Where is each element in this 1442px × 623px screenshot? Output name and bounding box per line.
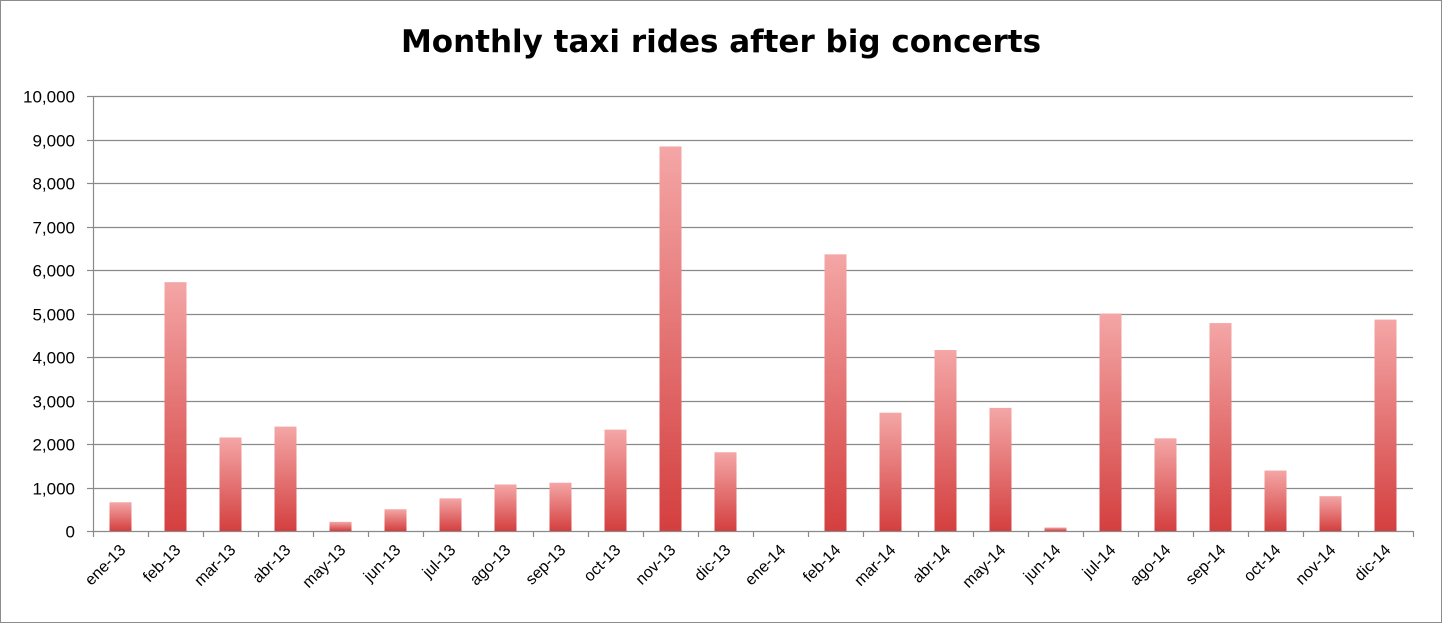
- x-tick-label: oct-14: [1241, 542, 1285, 586]
- x-tick-label: ago-13: [467, 542, 514, 589]
- bar-oct-14: [1264, 470, 1287, 531]
- y-tick-labels: 0 1,000 2,000 3,000 4,000 5,000 6,000 7,000 8,00…: [23, 88, 75, 542]
- x-tick-labels: ene-13 feb-13 mar-13 abr-13 may-13 jun-13 jul-…: [82, 542, 1394, 592]
- x-tick-label: sep-13: [523, 542, 570, 589]
- x-tick-label: jun-13: [360, 542, 404, 586]
- x-tick-label: mar-14: [851, 542, 899, 590]
- bars: [109, 146, 1397, 531]
- bar-ene-13: [109, 502, 132, 531]
- x-tick-label: ago-14: [1127, 542, 1174, 589]
- x-tick-label: abr-13: [250, 542, 295, 587]
- y-tick-label: 3,000: [32, 393, 75, 412]
- y-tick-label: 6,000: [32, 262, 75, 281]
- y-tick-label: 4,000: [32, 349, 75, 368]
- x-tick-label: jul-13: [419, 542, 459, 582]
- x-tick-label: may-14: [960, 542, 1010, 592]
- x-tick-label: jun-14: [1020, 542, 1064, 586]
- bar-abr-13: [274, 426, 297, 531]
- bar-nov-13: [659, 146, 682, 531]
- gridlines: [87, 95, 1413, 533]
- bar-mar-14: [879, 412, 902, 531]
- bar-jun-14: [1044, 527, 1067, 531]
- bar-may-14: [989, 407, 1012, 531]
- y-tick-label: 10,000: [23, 88, 75, 107]
- x-tick-label: feb-14: [800, 542, 844, 586]
- x-tick-label: may-13: [300, 542, 350, 592]
- x-tick-label: dic-14: [1351, 542, 1394, 585]
- bar-jul-14: [1099, 313, 1122, 531]
- x-tick-label: jul-14: [1079, 542, 1119, 582]
- bar-ago-14: [1154, 438, 1177, 531]
- chart-title: Monthly taxi rides after big concerts: [400, 24, 1042, 60]
- x-tick-label: ene-14: [742, 542, 789, 589]
- x-tick-label: mar-13: [191, 542, 239, 590]
- bar-mar-13: [219, 437, 242, 531]
- y-tick-label: 1,000: [32, 480, 75, 499]
- y-tick-label: 5,000: [32, 306, 75, 325]
- x-tick-label: nov-13: [633, 542, 680, 589]
- bar-nov-14: [1319, 496, 1342, 531]
- x-tick-label: abr-14: [910, 542, 955, 587]
- bar-may-13: [329, 521, 352, 531]
- bar-sep-13: [549, 482, 572, 531]
- x-tick-label: sep-14: [1183, 542, 1230, 589]
- bar-feb-14: [824, 254, 847, 531]
- x-tick-label: nov-14: [1293, 542, 1340, 589]
- bar-jun-13: [384, 509, 407, 531]
- y-tick-label: 8,000: [32, 175, 75, 194]
- bar-dic-13: [714, 452, 737, 531]
- x-tick-label: feb-13: [140, 542, 184, 586]
- x-tick-label: ene-13: [82, 542, 129, 589]
- bar-jul-13: [439, 498, 462, 531]
- bar-dic-14: [1374, 319, 1397, 531]
- y-tick-label: 9,000: [32, 132, 75, 151]
- bar-sep-14: [1209, 323, 1232, 531]
- bar-oct-13: [604, 429, 627, 531]
- axes: [92, 96, 1415, 537]
- bar-abr-14: [934, 350, 957, 531]
- bar-ago-13: [494, 484, 517, 531]
- y-tick-label: 2,000: [32, 436, 75, 455]
- y-tick-label: 0: [66, 523, 75, 542]
- bar-feb-13: [164, 282, 187, 531]
- y-tick-label: 7,000: [32, 219, 75, 238]
- x-tick-label: dic-13: [691, 542, 734, 585]
- x-tick-label: oct-13: [581, 542, 625, 586]
